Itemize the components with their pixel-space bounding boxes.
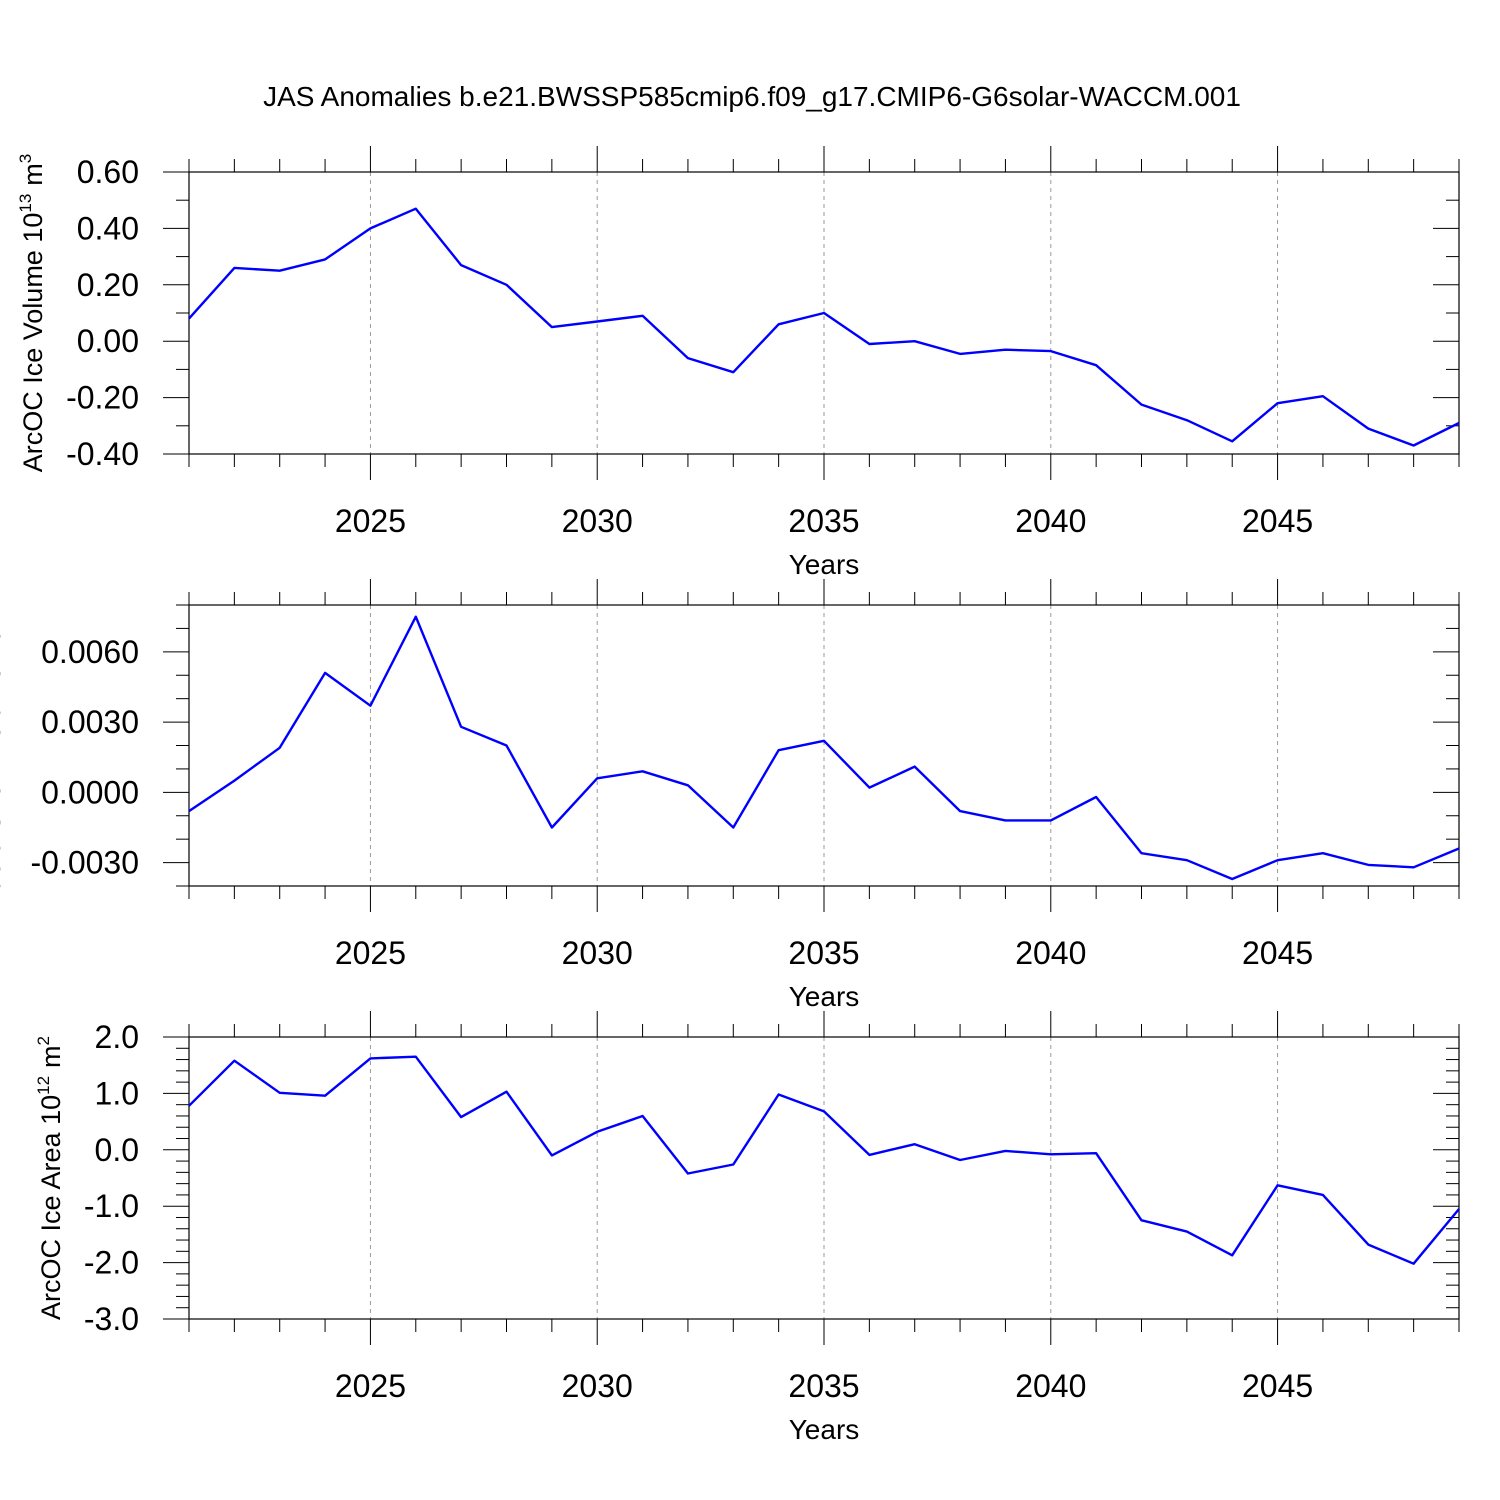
x-tick-label: 2035 (788, 503, 859, 539)
y-tick-label: -0.0030 (30, 845, 139, 881)
y-tick-label: 1.0 (95, 1075, 139, 1111)
y-tick-label: -0.20 (66, 380, 139, 416)
y-tick-label: 0.20 (77, 267, 139, 303)
y-axis-label-exponent: 13 (16, 194, 35, 213)
y-axis-label-unit: m (36, 1045, 66, 1068)
y-axis-label-text: ArcOC Ice Area 10 (36, 1095, 66, 1320)
x-tick-label: 2025 (335, 1368, 406, 1404)
y-tick-label: -3.0 (84, 1301, 139, 1337)
y-axis-label-unit-exponent: 2 (34, 1036, 53, 1045)
series-line-ice-volume (188, 207, 1460, 447)
series-line-ice-area (188, 1055, 1460, 1265)
y-axis-label: ArcOC Ice Volume 1013 m3 (16, 154, 48, 473)
y-tick-label: -0.40 (66, 436, 139, 472)
x-tick-label: 2030 (562, 1368, 633, 1404)
x-tick-label: 2040 (1015, 935, 1086, 971)
y-tick-label: 0.0000 (41, 774, 139, 810)
y-axis-label: ArcOC Ice Area 1012 m2 (34, 1036, 66, 1320)
x-tick-label: 2030 (562, 935, 633, 971)
y-tick-label: 0.0030 (41, 704, 139, 740)
y-tick-label: 0.0 (95, 1132, 139, 1168)
panel-ice-area: 2025 2030 2035 2040 2045 Years -3.0 -2.0 -1.0 0.0… (34, 1011, 1460, 1445)
x-tick-label: 2025 (335, 935, 406, 971)
x-tick-label: 2045 (1242, 503, 1313, 539)
y-tick-label: 0.00 (77, 323, 139, 359)
figure-title: JAS Anomalies b.e21.BWSSP585cmip6.f09_g1… (263, 81, 1241, 112)
x-tick-label: 2030 (562, 503, 633, 539)
y-axis-label-exponent: 12 (34, 1076, 53, 1095)
x-tick-label: 2035 (788, 935, 859, 971)
x-axis-label: Years (789, 981, 860, 1012)
y-tick-label: 0.60 (77, 154, 139, 190)
x-tick-label: 2040 (1015, 503, 1086, 539)
panel-ice-volume: 2025 2030 2035 2040 2045 Years -0.40 -0.20 0.00 0… (16, 146, 1460, 580)
panel-snow-volume: 2025 2030 2035 2040 2045 Years -0.0030 0.0000 0.… (0, 570, 1460, 1012)
y-tick-label: -2.0 (84, 1245, 139, 1281)
x-tick-label: 2025 (335, 503, 406, 539)
x-tick-label: 2045 (1242, 935, 1313, 971)
y-axis-label-text: ArcOC Snow Volume 10 (0, 629, 6, 920)
y-axis-label: ArcOC Snow Volume 1013m3 (0, 570, 6, 920)
x-axis-label: Years (789, 1414, 860, 1445)
y-axis-label-unit: m (0, 579, 6, 602)
series-line-snow-volume (188, 615, 1460, 881)
y-tick-label: -1.0 (84, 1188, 139, 1224)
x-axis-label: Years (789, 549, 860, 580)
y-axis-label-unit: m (18, 163, 48, 186)
x-tick-label: 2040 (1015, 1368, 1086, 1404)
x-tick-label: 2035 (788, 1368, 859, 1404)
y-axis-label-text: ArcOC Ice Volume 10 (18, 213, 48, 473)
y-tick-label: 2.0 (95, 1019, 139, 1055)
x-tick-label: 2045 (1242, 1368, 1313, 1404)
y-axis-label-unit-exponent: 3 (16, 154, 35, 163)
y-tick-label: 0.40 (77, 210, 139, 246)
y-tick-label: 0.0060 (41, 634, 139, 670)
